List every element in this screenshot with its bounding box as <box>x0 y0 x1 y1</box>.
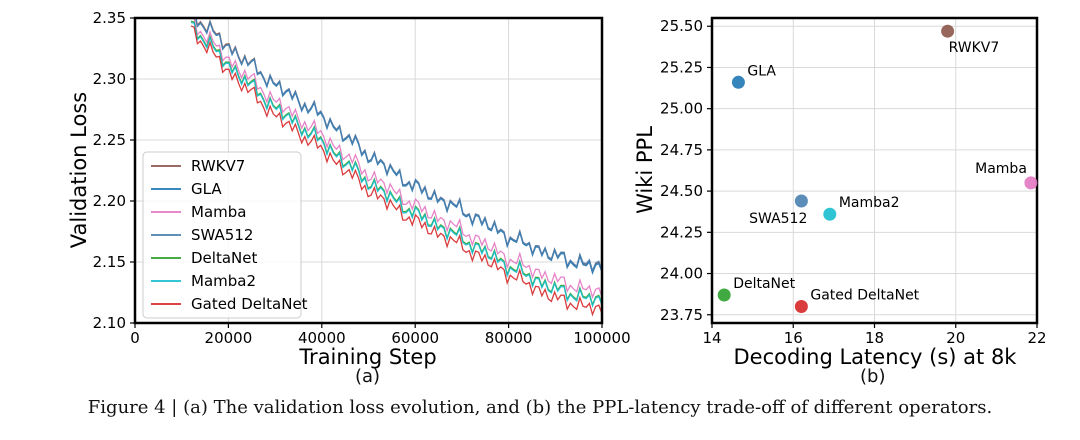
series-line-mamba <box>190 18 602 300</box>
panel-a: 0 20000 40000 60000 80000 100000 2.10 2.15 2.20 2… <box>67 9 631 369</box>
point-gla <box>731 75 745 89</box>
legend-label-mamba: Mamba <box>191 203 246 221</box>
panel-b-ytick-label: 25.25 <box>660 58 703 76</box>
panel-b-xtick-label: 16 <box>784 329 803 347</box>
panel-b-ylabel: Wiki PPL <box>633 126 657 214</box>
point-label-swa512: SWA512 <box>749 211 807 227</box>
panel-b-ytick-label: 24.50 <box>660 182 703 200</box>
panel-a-xtick-label: 60000 <box>391 329 439 347</box>
legend-label-mamba2: Mamba2 <box>191 272 256 290</box>
panel-b-ytick-label: 25.50 <box>660 17 703 35</box>
figure-caption: Figure 4 | (a) The validation loss evolu… <box>87 397 993 418</box>
panel-b-label: (b) <box>860 366 886 387</box>
legend-label-deltanet: DeltaNet <box>191 249 257 267</box>
panel-b-xtick-label: 20 <box>946 329 965 347</box>
point-label-mamba: Mamba <box>975 161 1027 177</box>
panel-b-ticks: 14 16 18 20 22 23.75 24.00 24.25 24.50 24.75 25.00… <box>660 17 1047 347</box>
panel-b-xtick-label: 14 <box>702 329 721 347</box>
panel-b: 14 16 18 20 22 23.75 24.00 24.25 24.50 24.75 25.00… <box>633 16 1047 369</box>
panel-a-ytick-label: 2.10 <box>93 314 126 332</box>
panel-b-ytick-label: 24.25 <box>660 223 703 241</box>
series-line-mamba2 <box>190 21 602 308</box>
panel-a-xtick-label: 0 <box>130 329 140 347</box>
panel-a-xtick-label: 100000 <box>573 329 630 347</box>
panel-a-label: (a) <box>355 366 381 387</box>
panel-a-ytick-label: 2.15 <box>93 253 126 271</box>
panel-a-frame <box>133 16 604 325</box>
panel-a-legend: RWKV7 GLA Mamba SWA512 DeltaNet Mamba2 Gated D… <box>142 151 308 319</box>
panel-a-xtick-label: 80000 <box>485 329 533 347</box>
point-swa512 <box>794 194 808 208</box>
panel-b-ytick-label: 24.00 <box>660 265 703 283</box>
point-label-rwkv7: RWKV7 <box>949 40 1000 56</box>
point-gated-deltanet <box>794 300 808 314</box>
panel-b-ytick-label: 25.00 <box>660 100 703 118</box>
legend-label-swa512: SWA512 <box>191 226 253 244</box>
legend-label-gated-deltanet: Gated DeltaNet <box>191 295 308 313</box>
panel-b-xlabel: Decoding Latency (s) at 8k <box>734 345 1018 369</box>
point-mamba2 <box>823 207 837 221</box>
legend-label-rwkv7: RWKV7 <box>191 157 245 175</box>
panel-a-ytick-label: 2.25 <box>93 131 126 149</box>
panel-a-ytick-label: 2.20 <box>93 192 126 210</box>
figure: 0 20000 40000 60000 80000 100000 2.10 2.15 2.20 2… <box>67 9 1047 369</box>
panel-a-xlabel: Training Step <box>298 345 436 369</box>
panel-a-ylabel: Validation Loss <box>67 92 91 248</box>
series-line-gated-deltanet <box>190 25 602 317</box>
point-rwkv7 <box>941 24 955 38</box>
panel-b-ytick-label: 24.75 <box>660 141 703 159</box>
point-label-gated-deltanet: Gated DeltaNet <box>810 288 919 304</box>
panel-b-ytick-label: 23.75 <box>660 306 703 324</box>
panel-b-points: RWKV7 GLA Mamba SWA512 Mamba2 DeltaNet Gated D… <box>717 24 1038 314</box>
point-label-deltanet: DeltaNet <box>733 276 795 292</box>
panel-b-xtick-label: 18 <box>865 329 884 347</box>
point-label-gla: GLA <box>747 63 776 79</box>
panel-a-xtick-label: 40000 <box>298 329 346 347</box>
panel-a-lines <box>190 18 602 317</box>
panel-a-xtick-label: 20000 <box>205 329 253 347</box>
legend-box <box>142 151 302 319</box>
point-label-mamba2: Mamba2 <box>839 195 900 211</box>
series-line-swa512 <box>195 18 602 273</box>
panel-b-xtick-label: 22 <box>1027 329 1046 347</box>
legend-label-gla: GLA <box>191 180 222 198</box>
panel-a-ytick-label: 2.30 <box>93 70 126 88</box>
panel-a-ytick-label: 2.35 <box>93 9 126 27</box>
point-mamba <box>1024 176 1038 190</box>
panel-a-ticks: 0 20000 40000 60000 80000 100000 2.10 2.15 2.20 2… <box>93 9 631 347</box>
point-deltanet <box>717 288 731 302</box>
